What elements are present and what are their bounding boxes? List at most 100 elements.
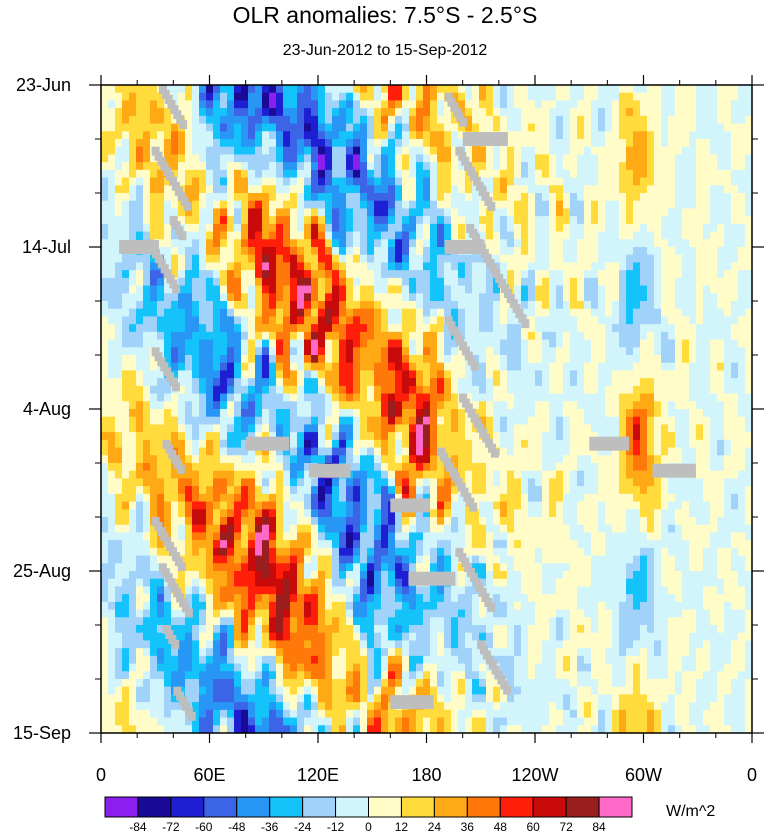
- field-cell: [395, 108, 403, 117]
- field-cell: [416, 185, 424, 194]
- field-cell: [521, 324, 529, 333]
- field-cell: [416, 486, 424, 495]
- field-cell: [437, 463, 445, 472]
- field-cell: [542, 262, 550, 271]
- field-cell: [199, 301, 207, 310]
- field-cell: [745, 385, 753, 395]
- field-cell: [339, 100, 347, 109]
- field-cell: [717, 247, 725, 256]
- field-cell: [234, 331, 242, 341]
- field-cell: [346, 316, 354, 325]
- field-cell: [605, 370, 613, 379]
- field-cell: [227, 455, 235, 464]
- field-cell: [108, 455, 116, 464]
- field-cell: [444, 131, 452, 140]
- field-cell: [689, 347, 697, 356]
- field-cell: [255, 154, 263, 163]
- field-cell: [521, 355, 529, 364]
- field-cell: [493, 185, 501, 194]
- field-cell: [192, 208, 200, 217]
- field-cell: [297, 247, 305, 256]
- field-cell: [136, 378, 144, 387]
- field-cell: [262, 216, 270, 225]
- field-cell: [654, 416, 662, 426]
- field-cell: [297, 439, 305, 449]
- field-cell: [465, 324, 473, 333]
- field-cell: [717, 193, 725, 202]
- field-cell: [500, 447, 508, 456]
- field-cell: [731, 285, 739, 294]
- field-cell: [710, 247, 718, 256]
- field-cell: [549, 378, 557, 387]
- field-cell: [619, 393, 627, 402]
- field-cell: [353, 185, 361, 194]
- field-cell: [710, 409, 718, 418]
- field-cell: [500, 439, 508, 449]
- field-cell: [486, 478, 494, 487]
- field-cell: [542, 301, 550, 310]
- field-cell: [535, 308, 543, 318]
- field-cell: [360, 115, 368, 125]
- field-cell: [605, 301, 613, 310]
- field-cell: [276, 85, 284, 94]
- field-cell: [465, 277, 473, 287]
- field-cell: [164, 378, 172, 387]
- field-cell: [360, 270, 368, 279]
- field-cell: [535, 277, 543, 287]
- field-cell: [297, 362, 305, 372]
- field-cell: [290, 115, 298, 125]
- field-cell: [402, 239, 410, 248]
- field-cell: [570, 270, 578, 279]
- field-cell: [556, 339, 564, 348]
- field-cell: [171, 169, 179, 179]
- field-cell: [178, 385, 186, 395]
- field-cell: [696, 308, 704, 318]
- field-cell: [563, 478, 571, 487]
- field-cell: [647, 100, 655, 109]
- field-cell: [297, 378, 305, 387]
- field-cell: [528, 486, 536, 495]
- field-cell: [514, 131, 522, 140]
- field-cell: [262, 208, 270, 217]
- field-cell: [591, 216, 599, 225]
- field-cell: [472, 223, 480, 233]
- field-cell: [619, 355, 627, 364]
- field-cell: [675, 223, 683, 233]
- field-cell: [731, 131, 739, 140]
- field-cell: [276, 247, 284, 256]
- field-cell: [507, 216, 515, 225]
- field-cell: [122, 254, 130, 264]
- field-cell: [682, 162, 690, 171]
- field-cell: [500, 146, 508, 156]
- field-cell: [633, 439, 641, 449]
- field-cell: [325, 385, 333, 395]
- field-cell: [136, 493, 144, 503]
- field-cell: [472, 355, 480, 364]
- field-cell: [388, 447, 396, 456]
- field-cell: [276, 424, 284, 433]
- field-cell: [479, 493, 487, 503]
- field-cell: [514, 277, 522, 287]
- field-cell: [381, 401, 389, 410]
- field-cell: [717, 424, 725, 433]
- field-cell: [255, 123, 263, 132]
- field-cell: [395, 162, 403, 171]
- field-cell: [444, 177, 452, 186]
- anomaly-field: [101, 85, 753, 734]
- field-cell: [115, 493, 123, 503]
- field-cell: [255, 208, 263, 217]
- field-cell: [353, 200, 361, 210]
- field-cell: [353, 301, 361, 310]
- field-cell: [241, 239, 249, 248]
- field-cell: [283, 285, 291, 294]
- field-cell: [381, 139, 389, 148]
- field-cell: [731, 247, 739, 256]
- field-cell: [633, 270, 641, 279]
- field-cell: [738, 277, 746, 287]
- field-cell: [136, 339, 144, 348]
- field-cell: [206, 185, 214, 194]
- field-cell: [129, 216, 137, 225]
- field-cell: [115, 177, 123, 186]
- field-cell: [605, 486, 613, 495]
- field-cell: [654, 401, 662, 410]
